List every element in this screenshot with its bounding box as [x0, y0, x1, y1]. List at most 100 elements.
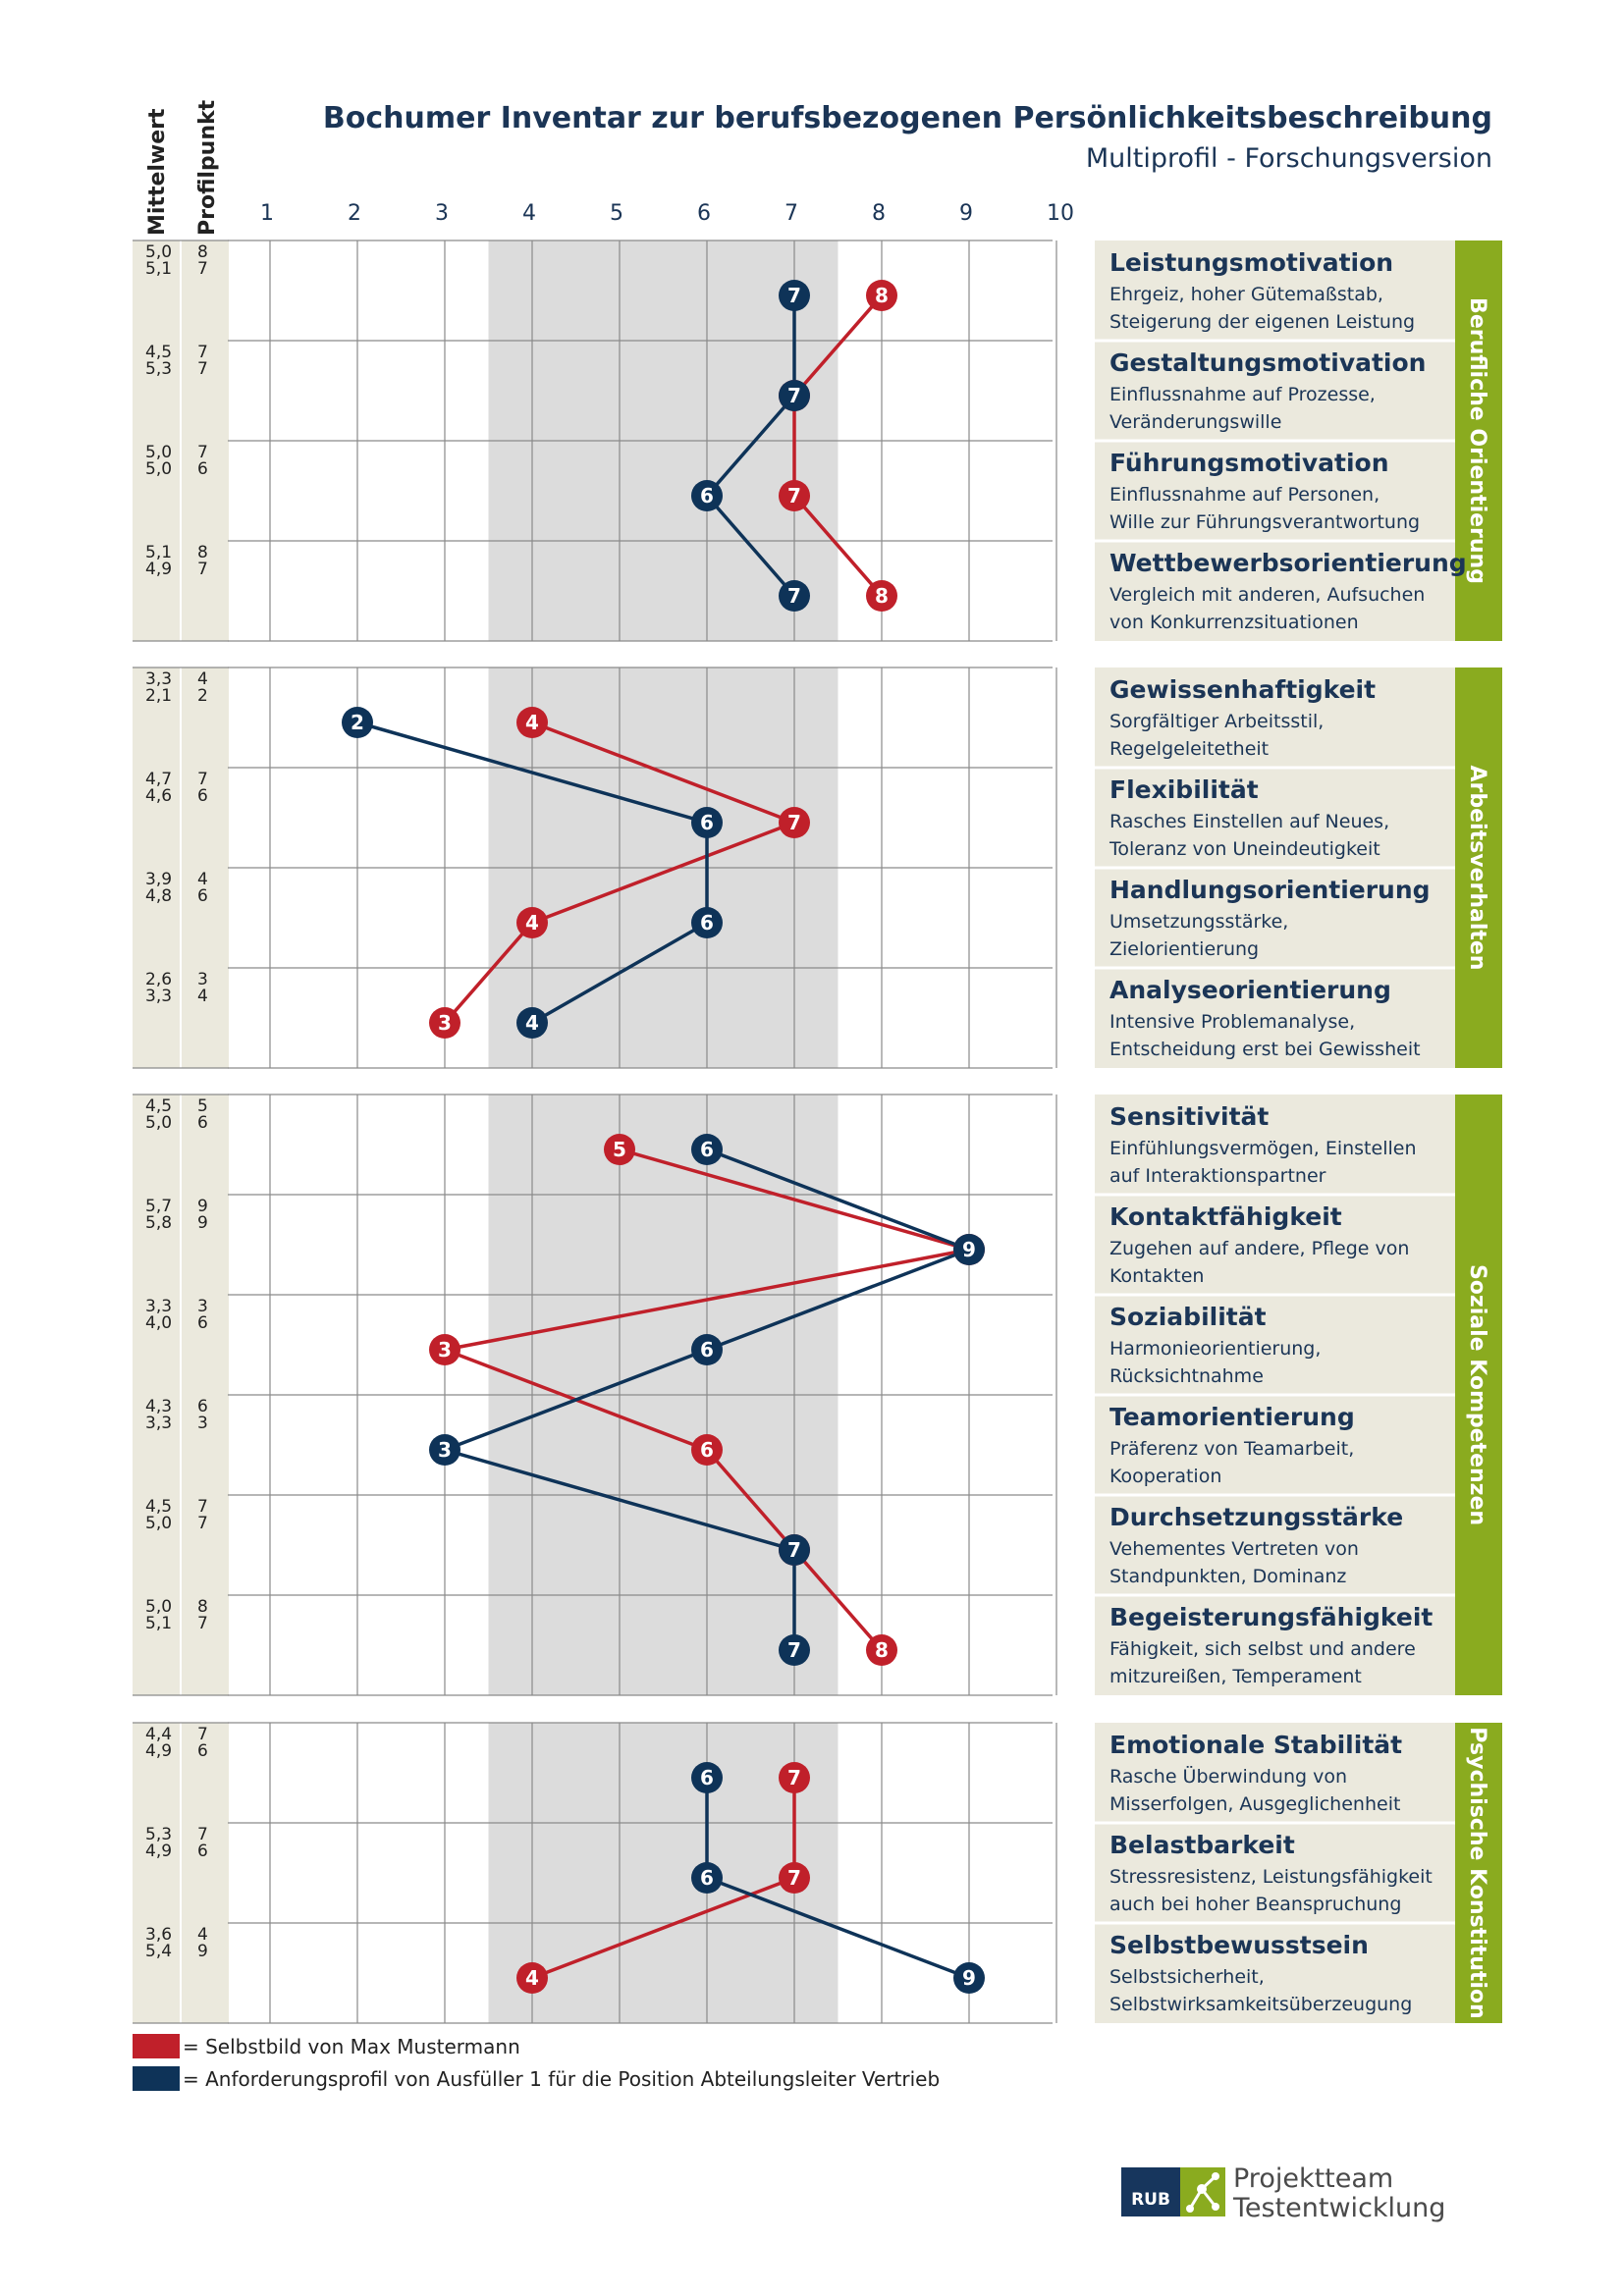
x-tick-label: 8 — [872, 201, 886, 226]
scale-description: Misserfolgen, Ausgeglichenheit — [1109, 1793, 1400, 1815]
profile-point-self: 7 — [197, 1725, 208, 1744]
profile-point-self: 7 — [197, 770, 208, 789]
scale-description: auch bei hoher Beanspruchung — [1109, 1894, 1401, 1915]
scale-description: Ehrgeiz, hoher Gütemaßstab, — [1109, 284, 1383, 305]
profile-point-self: 7 — [197, 1825, 208, 1844]
profile-point-self: 7 — [197, 443, 208, 462]
scale-description: Umsetzungsstärke, — [1109, 911, 1288, 933]
marker-label-requirement: 7 — [787, 584, 801, 608]
scale-name: Soziabilität — [1109, 1303, 1267, 1331]
mean-value-requirement: 5,0 — [145, 1113, 172, 1133]
column-header-profile: Profilpunkt — [195, 99, 220, 236]
scale-description: Zugehen auf andere, Pflege von — [1109, 1238, 1409, 1259]
scale-name: Belastbarkeit — [1109, 1831, 1295, 1859]
marker-requirement — [779, 1534, 810, 1566]
x-tick-label: 1 — [260, 201, 274, 226]
group-label: Arbeitsverhalten — [1465, 766, 1489, 971]
scale-name: Führungsmotivation — [1109, 449, 1389, 477]
scale-description: Vergleich mit anderen, Aufsuchen — [1109, 584, 1425, 606]
series-line-self — [792, 294, 884, 598]
marker-label-requirement: 9 — [962, 1238, 976, 1261]
marker-label-requirement: 7 — [787, 284, 801, 307]
scale-name: Flexibilität — [1109, 775, 1259, 804]
marker-self — [604, 1134, 635, 1165]
scale-description: Rasche Überwindung von — [1109, 1765, 1347, 1788]
profile-point-self: 7 — [197, 1497, 208, 1517]
series-markers: 8778776747432664593678696377774669 — [342, 280, 985, 1994]
x-tick-label: 2 — [348, 201, 361, 226]
profile-point-requirement: 6 — [197, 886, 208, 906]
scale-description: Selbstsicherheit, — [1109, 1966, 1265, 1988]
scale-name: Analyseorientierung — [1109, 976, 1391, 1004]
mean-value-requirement: 3,3 — [145, 1414, 172, 1433]
profile-point-requirement: 2 — [197, 686, 208, 706]
scale-name: Teamorientierung — [1109, 1403, 1355, 1431]
profile-point-self: 3 — [197, 1297, 208, 1316]
scale-description: Fähigkeit, sich selbst und andere — [1109, 1638, 1416, 1660]
mean-value-requirement: 4,9 — [145, 1741, 172, 1761]
scale-description: Toleranz von Uneindeutigkeit — [1109, 838, 1380, 860]
profile-point-self: 4 — [197, 1925, 208, 1945]
mean-value-requirement: 4,9 — [145, 560, 172, 579]
profile-point-self: 5 — [197, 1096, 208, 1116]
marker-self — [866, 580, 897, 612]
mean-value-self: 3,3 — [145, 669, 172, 689]
x-tick-label: 3 — [435, 201, 449, 226]
marker-label-requirement: 6 — [700, 1338, 714, 1362]
scale-description: von Konkurrenzsituationen — [1109, 612, 1359, 633]
marker-requirement — [953, 1962, 985, 1994]
scale-description: Einflussnahme auf Personen, — [1109, 484, 1380, 506]
marker-label-requirement: 6 — [700, 1866, 714, 1890]
series-line-requirement — [704, 295, 796, 598]
scale-description: Zielorientierung — [1109, 938, 1259, 960]
marker-label-self: 3 — [438, 1011, 452, 1035]
marker-requirement — [342, 707, 373, 738]
mean-value-requirement: 5,3 — [145, 359, 172, 379]
mean-value-self: 5,0 — [145, 242, 172, 262]
profile-point-requirement: 6 — [197, 1842, 208, 1861]
scale-description: Kontakten — [1109, 1265, 1204, 1287]
marker-label-self: 5 — [613, 1138, 626, 1161]
legend-swatch-requirement — [133, 2066, 180, 2091]
scale-name: Leistungsmotivation — [1109, 248, 1393, 277]
group-band — [1455, 240, 1502, 641]
marker-self — [691, 1434, 723, 1466]
x-tick-label: 6 — [697, 201, 711, 226]
marker-requirement — [953, 1234, 985, 1265]
mean-value-requirement: 4,0 — [145, 1313, 172, 1333]
mean-value-self: 5,7 — [145, 1197, 172, 1216]
profile-point-requirement: 4 — [197, 987, 208, 1006]
mean-value-self: 3,9 — [145, 870, 172, 889]
marker-self — [866, 280, 897, 311]
scale-name: Handlungsorientierung — [1109, 876, 1431, 904]
marker-label-self: 8 — [875, 584, 889, 608]
scale-description: Kooperation — [1109, 1466, 1221, 1487]
logo-mark-box — [1121, 2167, 1180, 2216]
mean-value-self: 5,3 — [145, 1825, 172, 1844]
scale-description: Entscheidung erst bei Gewissheit — [1109, 1039, 1421, 1060]
marker-requirement — [429, 1434, 460, 1466]
marker-requirement — [691, 480, 723, 511]
molecule-icon — [1180, 2167, 1225, 2216]
marker-label-self: 7 — [787, 811, 801, 834]
profile-point-requirement: 6 — [197, 459, 208, 479]
mean-value-self: 5,0 — [145, 443, 172, 462]
profile-point-requirement: 6 — [197, 1741, 208, 1761]
x-tick-label: 9 — [959, 201, 973, 226]
profile-point-requirement: 7 — [197, 1614, 208, 1633]
marker-label-self: 8 — [875, 284, 889, 307]
scale-name: Emotionale Stabilität — [1109, 1731, 1402, 1759]
group-band — [1455, 1723, 1502, 2023]
group-label: Psychische Konstitution — [1465, 1727, 1489, 2018]
marker-self — [866, 1634, 897, 1666]
x-tick-label: 4 — [522, 201, 536, 226]
profile-point-self: 4 — [197, 669, 208, 689]
scale-description: Wille zur Führungsverantwortung — [1109, 511, 1420, 533]
scale-description: Veränderungswille — [1109, 411, 1281, 433]
marker-label-self: 4 — [525, 911, 539, 934]
marker-requirement — [779, 280, 810, 311]
legend-swatch-self — [133, 2034, 180, 2058]
scale-name: Gewissenhaftigkeit — [1109, 675, 1376, 704]
mean-value-self: 4,5 — [145, 1497, 172, 1517]
